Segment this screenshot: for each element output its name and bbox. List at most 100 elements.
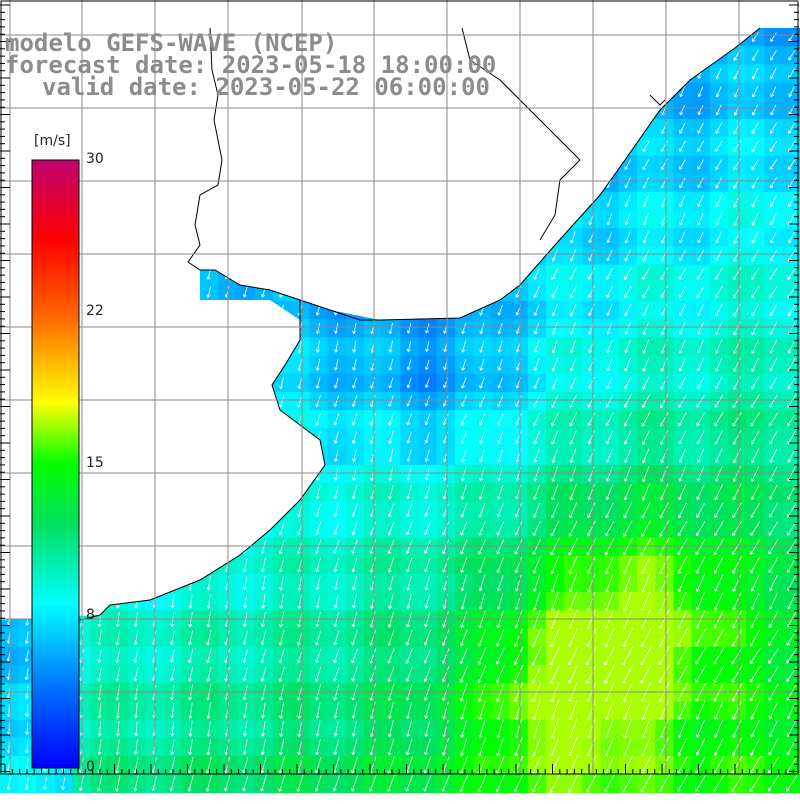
wind-speed-cell [109, 264, 128, 284]
wind-speed-cell [709, 519, 729, 539]
wind-arrow [424, 720, 431, 737]
wind-speed-cell [364, 137, 383, 156]
wind-arrow [133, 702, 138, 719]
wind-arrow [533, 231, 540, 244]
wind-arrow [315, 123, 321, 134]
wind-speed-cell [473, 228, 492, 247]
wind-speed-cell [728, 228, 747, 247]
wind-arrow [169, 540, 175, 554]
wind-speed-cell [109, 100, 128, 120]
wind-arrow [479, 395, 486, 408]
wind-arrow [695, 647, 707, 665]
wind-arrow [642, 321, 650, 336]
wind-arrow [552, 67, 558, 80]
wind-arrow [533, 122, 540, 134]
wind-arrow [769, 212, 777, 226]
wind-arrow [697, 140, 705, 152]
wind-arrow [497, 122, 503, 134]
wind-arrow [25, 432, 30, 443]
wind-arrow [206, 449, 211, 463]
wind-arrow [43, 105, 48, 115]
wind-arrow [625, 104, 631, 116]
wind-arrow [25, 341, 30, 352]
wind-arrow [243, 178, 248, 188]
wind-arrow [315, 159, 321, 170]
wind-speed-cell [637, 46, 656, 65]
wind-arrow [587, 484, 595, 501]
wind-arrow [570, 194, 576, 208]
wind-arrow [133, 540, 139, 554]
wind-arrow [606, 104, 612, 116]
wind-speed-cell [764, 737, 784, 757]
wind-arrow [314, 756, 322, 774]
wind-arrow [605, 394, 614, 408]
wind-arrow [441, 666, 450, 683]
wind-speed-cell [400, 210, 420, 229]
wind-speed-cell [91, 319, 110, 338]
wind-arrow [479, 322, 485, 335]
wind-arrow [170, 739, 175, 755]
wind-arrow [479, 431, 485, 445]
wind-arrow [715, 140, 723, 153]
wind-speed-cell [527, 228, 547, 247]
wind-arrow [425, 341, 430, 352]
wind-speed-cell [491, 100, 511, 120]
wind-speed-cell [36, 100, 56, 120]
wind-arrow [97, 522, 102, 536]
wind-speed-cell [236, 228, 256, 247]
wind-arrow [642, 194, 650, 208]
wind-arrow [315, 412, 321, 426]
wind-arrow [478, 737, 486, 757]
wind-speed-cell [637, 519, 656, 539]
wind-arrow [97, 250, 102, 261]
wind-arrow [570, 177, 577, 189]
wind-arrow [406, 141, 412, 152]
wind-speed-cell [655, 555, 674, 575]
wind-speed-cell [127, 392, 147, 411]
wind-arrow [715, 231, 722, 244]
wind-arrow [224, 539, 230, 554]
wind-speed-cell [91, 191, 110, 211]
wind-arrow [352, 340, 357, 353]
wind-speed-cell [673, 392, 693, 411]
wind-speed-cell [746, 774, 765, 793]
wind-speed-cell [582, 774, 602, 793]
wind-speed-cell [327, 210, 347, 229]
wind-arrow [188, 485, 193, 500]
wind-arrow [297, 484, 303, 500]
wind-speed-cell [728, 191, 747, 211]
wind-speed-cell [746, 282, 765, 302]
wind-arrow [151, 413, 157, 426]
wind-arrow [570, 86, 576, 98]
wind-arrow [497, 413, 504, 426]
wind-arrow [279, 267, 285, 280]
wind-speed-cell [600, 28, 620, 47]
wind-arrow [205, 774, 212, 792]
wind-arrow [424, 467, 430, 481]
wind-speed-cell [600, 64, 620, 84]
wind-arrow [261, 467, 266, 481]
wind-speed-cell [236, 301, 256, 320]
wind-arrow [314, 775, 322, 792]
wind-speed-cell [200, 337, 219, 357]
wind-speed-cell [709, 410, 729, 429]
wind-arrow [188, 267, 193, 280]
wind-arrow [388, 140, 394, 152]
wind-arrow [243, 305, 248, 316]
wind-arrow [769, 267, 778, 280]
wind-speed-cell [546, 82, 565, 102]
wind-arrow [152, 232, 157, 243]
wind-arrow [552, 231, 558, 244]
wind-arrow [770, 177, 777, 189]
wind-speed-cell [673, 301, 693, 320]
wind-speed-cell [163, 264, 183, 284]
wind-arrow [388, 322, 394, 334]
wind-arrow [243, 449, 248, 462]
wind-speed-cell [655, 119, 674, 138]
wind-speed-cell [236, 264, 256, 284]
wind-arrow [424, 286, 431, 298]
wind-speed-cell [509, 119, 529, 138]
wind-arrow [279, 503, 285, 518]
wind-speed-cell [764, 392, 784, 411]
wind-arrow [24, 776, 29, 791]
